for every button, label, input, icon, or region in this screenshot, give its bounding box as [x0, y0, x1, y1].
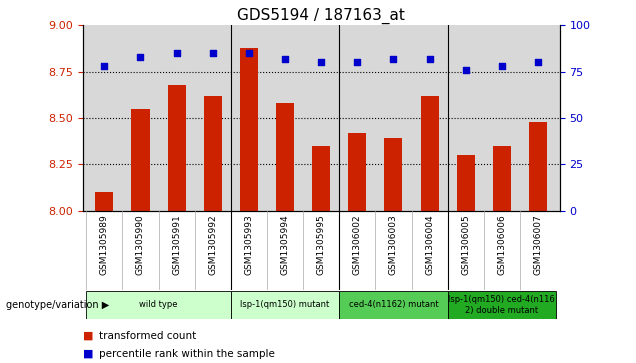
Point [244, 50, 254, 56]
Point [352, 60, 363, 65]
Text: GSM1306003: GSM1306003 [389, 215, 398, 275]
Text: GSM1305993: GSM1305993 [244, 215, 253, 275]
Point [533, 60, 543, 65]
Point [316, 60, 326, 65]
Point [280, 56, 290, 62]
Text: percentile rank within the sample: percentile rank within the sample [99, 349, 275, 359]
Text: ■: ■ [83, 331, 93, 341]
Point [460, 67, 471, 73]
Point [208, 50, 218, 56]
Text: genotype/variation ▶: genotype/variation ▶ [6, 300, 109, 310]
Bar [420, 96, 439, 211]
Text: GSM1306007: GSM1306007 [534, 215, 543, 275]
Text: ced-4(n1162) mutant: ced-4(n1162) mutant [349, 301, 438, 309]
Point [497, 63, 507, 69]
Point [172, 50, 182, 56]
Bar [457, 155, 474, 211]
Text: GSM1306004: GSM1306004 [425, 215, 434, 275]
Bar [448, 291, 556, 319]
Text: GSM1306006: GSM1306006 [497, 215, 506, 275]
Point [135, 54, 146, 60]
Text: GSM1305992: GSM1305992 [208, 215, 218, 275]
Point [389, 56, 399, 62]
Text: GSM1305990: GSM1305990 [136, 215, 145, 275]
Bar [384, 138, 403, 211]
Text: GSM1306005: GSM1306005 [461, 215, 470, 275]
Bar [312, 146, 330, 211]
Point [424, 56, 434, 62]
Bar [95, 192, 113, 211]
Text: wild type: wild type [139, 301, 178, 309]
Bar [493, 146, 511, 211]
Bar [168, 85, 186, 211]
Bar [132, 109, 149, 211]
Text: lsp-1(qm150) ced-4(n116
2) double mutant: lsp-1(qm150) ced-4(n116 2) double mutant [448, 295, 555, 315]
Title: GDS5194 / 187163_at: GDS5194 / 187163_at [237, 8, 405, 24]
Bar [231, 291, 339, 319]
Text: GSM1305989: GSM1305989 [100, 215, 109, 275]
Text: GSM1305995: GSM1305995 [317, 215, 326, 275]
Bar [240, 48, 258, 211]
Text: transformed count: transformed count [99, 331, 196, 341]
Bar [529, 122, 547, 211]
Bar [276, 103, 294, 211]
Text: GSM1305991: GSM1305991 [172, 215, 181, 275]
Text: lsp-1(qm150) mutant: lsp-1(qm150) mutant [240, 301, 329, 309]
Text: ■: ■ [83, 349, 93, 359]
Point [99, 63, 109, 69]
Text: GSM1306002: GSM1306002 [353, 215, 362, 275]
Text: GSM1305994: GSM1305994 [280, 215, 289, 275]
Bar [339, 291, 448, 319]
Bar [86, 291, 231, 319]
Bar [204, 96, 222, 211]
Bar [349, 133, 366, 211]
